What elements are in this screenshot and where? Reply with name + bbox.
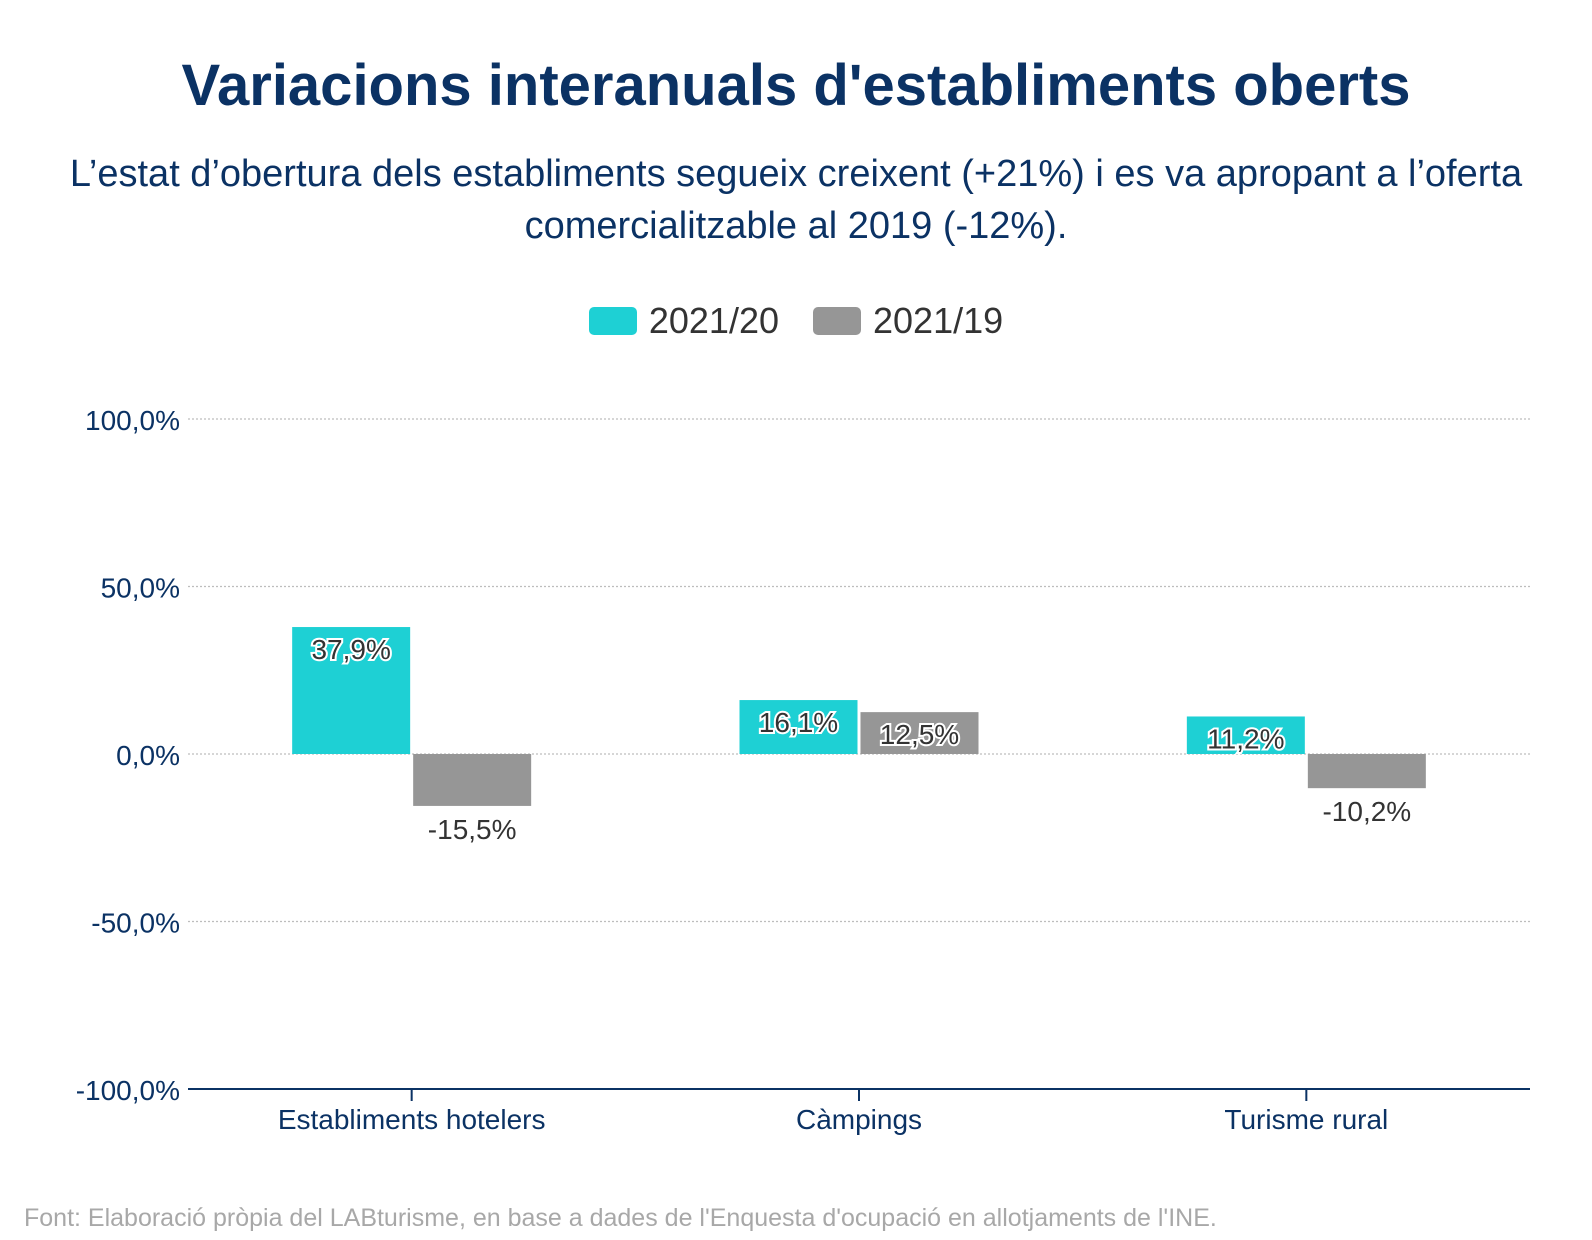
data-label: 12,5%	[880, 719, 959, 750]
y-tick-label: 50,0%	[101, 573, 180, 604]
legend-label-series-1: 2021/20	[648, 300, 779, 341]
y-tick-label: 0,0%	[116, 740, 180, 771]
bar	[739, 700, 858, 754]
legend-swatch-series-2	[813, 307, 861, 335]
x-tick-label: Turisme rural	[1224, 1104, 1388, 1135]
legend-item-series-1[interactable]: 2021/20	[588, 300, 779, 342]
bar	[860, 712, 979, 754]
y-tick-label: 100,0%	[85, 405, 180, 436]
data-label: 37,9%	[311, 634, 390, 665]
chart-title: Variacions interanuals d'establiments ob…	[181, 53, 1411, 118]
legend-label-series-2: 2021/19	[873, 300, 1004, 341]
x-tick-label: Establiments hotelers	[278, 1104, 546, 1135]
x-tick-label: Càmpings	[796, 1104, 922, 1135]
source-note: Font: Elaboració pròpia del LABturisme, …	[24, 1204, 1217, 1232]
bar	[292, 627, 411, 754]
chart-subtitle: L’estat d’obertura dels establiments seg…	[69, 153, 1523, 247]
data-label: -15,5%	[428, 814, 517, 845]
y-tick-label: -50,0%	[91, 908, 180, 939]
data-label: 16,1%	[759, 707, 838, 738]
legend: 2021/20 2021/19	[0, 300, 1592, 342]
y-tick-label: -100,0%	[76, 1075, 180, 1106]
data-label: 11,2%	[1207, 723, 1284, 754]
bar	[1186, 716, 1305, 754]
legend-swatch-series-1	[588, 307, 637, 335]
legend-item-series-2[interactable]: 2021/19	[813, 300, 1003, 342]
bar	[1307, 754, 1426, 789]
bar	[413, 754, 532, 806]
data-label: -10,2%	[1322, 796, 1411, 827]
